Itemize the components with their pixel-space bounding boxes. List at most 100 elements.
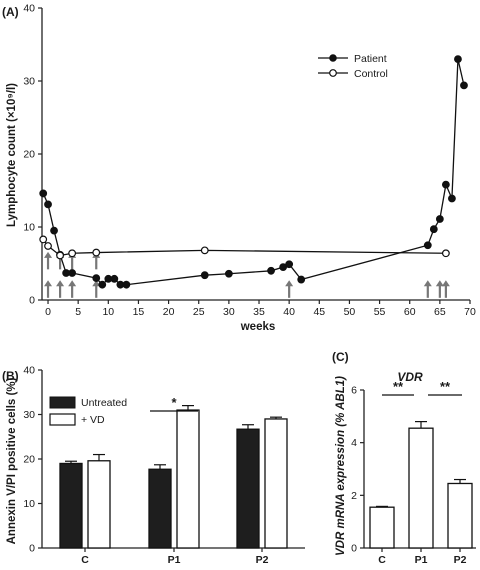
panel-b-bars bbox=[59, 405, 288, 549]
x-tick-label: 40 bbox=[283, 306, 295, 318]
panel-c-y-label: VDR mRNA expression (% ABL1) bbox=[335, 376, 347, 556]
panel-c: (C) VDR 0 2 4 6 C P1 P2 VDR mRNA expression (… bbox=[332, 350, 476, 566]
panel-a: (A) 0 10 20 30 40 0 5 10 15 20 25 30 35 40 45 50 55 60 65… bbox=[2, 3, 476, 334]
legend-label-patient: Patient bbox=[354, 53, 387, 65]
category-label: P1 bbox=[168, 554, 181, 566]
panel-c-categories: C P1 P2 bbox=[378, 548, 467, 566]
data-point-patient bbox=[200, 271, 209, 280]
data-point-patient bbox=[279, 263, 288, 272]
x-tick-label: 50 bbox=[344, 306, 356, 318]
panel-a-legend: Patient Control bbox=[318, 53, 388, 80]
panel-b-categories: C P1 P2 bbox=[81, 548, 269, 566]
category-label: P1 bbox=[415, 554, 428, 566]
x-tick-label: 45 bbox=[313, 306, 325, 318]
y-tick-label: 6 bbox=[351, 385, 357, 397]
y-tick-label: 40 bbox=[23, 365, 35, 377]
y-tick-label: 10 bbox=[23, 222, 35, 234]
legend-marker-control bbox=[329, 69, 337, 77]
legend-marker-patient bbox=[329, 54, 337, 62]
bar-p1-untreated bbox=[148, 468, 172, 549]
data-point-patient bbox=[448, 194, 456, 203]
data-point-patient bbox=[297, 275, 306, 284]
data-point-patient bbox=[267, 266, 275, 275]
panel-c-sig-label-1: ** bbox=[393, 379, 404, 394]
y-tick-label: 30 bbox=[23, 409, 35, 421]
data-point-patient bbox=[460, 81, 468, 90]
data-point-control bbox=[92, 248, 101, 257]
y-tick-label: 40 bbox=[23, 3, 35, 15]
bar-p2-vd bbox=[264, 418, 288, 549]
panel-a-axes bbox=[41, 8, 470, 301]
panel-a-y-label: Lymphocyte count (×10⁹/l) bbox=[6, 83, 18, 227]
panel-b: (B) 0 10 20 30 40 C P1 P2 Annexin V/PI positiv… bbox=[2, 365, 305, 566]
panel-a-label: (A) bbox=[2, 5, 19, 19]
data-point-patient bbox=[224, 269, 233, 278]
data-point-patient bbox=[122, 280, 131, 289]
data-point-patient bbox=[429, 225, 438, 234]
panel-a-x-ticks: 0 5 10 15 20 25 30 35 40 45 50 55 60 65 70 bbox=[45, 300, 476, 318]
lower-arrow-head bbox=[285, 280, 294, 287]
lower-arrow-head bbox=[56, 280, 65, 287]
panel-c-label: (C) bbox=[332, 350, 349, 364]
y-tick-label: 0 bbox=[351, 543, 357, 555]
lower-arrow-head bbox=[92, 280, 101, 287]
data-point-patient bbox=[39, 189, 48, 198]
y-tick-label: 20 bbox=[23, 454, 35, 466]
panel-a-series bbox=[39, 55, 468, 289]
panel-a-y-ticks: 0 10 20 30 40 bbox=[23, 3, 42, 307]
bar-p2 bbox=[447, 482, 473, 549]
category-label: P2 bbox=[256, 554, 269, 566]
panel-b-label: (B) bbox=[2, 369, 19, 383]
bar-c-vd bbox=[87, 460, 111, 549]
x-tick-label: 65 bbox=[434, 306, 446, 318]
y-tick-label: 4 bbox=[351, 437, 357, 449]
series-line-control bbox=[42, 239, 446, 257]
y-tick-label: 2 bbox=[351, 490, 357, 502]
legend-label-control: Control bbox=[354, 68, 388, 80]
panel-c-bars bbox=[369, 421, 473, 549]
y-tick-label: 20 bbox=[23, 149, 35, 161]
legend-swatch-vd bbox=[49, 413, 76, 426]
data-point-patient bbox=[423, 241, 432, 250]
data-point-control bbox=[44, 242, 52, 250]
panel-c-sig-label-2: ** bbox=[440, 379, 451, 394]
legend-label-untreated: Untreated bbox=[81, 397, 127, 409]
data-point-patient bbox=[92, 274, 101, 283]
data-point-patient bbox=[68, 269, 77, 277]
lower-arrow-head bbox=[44, 280, 53, 287]
x-tick-label: 60 bbox=[404, 306, 416, 318]
legend-swatch-untreated bbox=[49, 396, 76, 409]
bar-p1 bbox=[408, 427, 434, 549]
bar-c bbox=[369, 506, 395, 549]
bar-c-untreated bbox=[59, 462, 83, 549]
data-point-control bbox=[441, 249, 450, 258]
y-tick-label: 10 bbox=[23, 498, 35, 510]
lower-arrow-head bbox=[441, 280, 450, 287]
data-point-patient bbox=[441, 180, 450, 189]
data-point-control bbox=[39, 235, 48, 244]
x-tick-label: 0 bbox=[45, 306, 51, 318]
bar-p1-vd bbox=[176, 409, 200, 549]
data-point-control bbox=[68, 249, 77, 258]
category-label: C bbox=[378, 554, 386, 566]
data-point-patient bbox=[454, 55, 462, 63]
upper-arrow-head bbox=[44, 251, 53, 258]
data-point-patient bbox=[98, 280, 107, 289]
data-point-control bbox=[200, 246, 209, 255]
y-tick-label: 0 bbox=[29, 543, 35, 555]
x-tick-label: 10 bbox=[102, 306, 114, 318]
y-tick-label: 0 bbox=[29, 295, 35, 307]
bar-p2-untreated bbox=[236, 428, 260, 549]
x-tick-label: 5 bbox=[75, 306, 81, 318]
data-point-patient bbox=[285, 260, 294, 269]
panel-b-sig-label: * bbox=[171, 395, 177, 410]
y-tick-label: 30 bbox=[23, 76, 35, 88]
data-point-patient bbox=[110, 274, 119, 283]
panel-c-title: VDR bbox=[397, 370, 423, 384]
x-tick-label: 25 bbox=[193, 306, 205, 318]
x-tick-label: 70 bbox=[464, 306, 476, 318]
x-tick-label: 35 bbox=[253, 306, 265, 318]
x-tick-label: 20 bbox=[163, 306, 175, 318]
data-point-patient bbox=[50, 226, 58, 235]
x-tick-label: 30 bbox=[223, 306, 235, 318]
